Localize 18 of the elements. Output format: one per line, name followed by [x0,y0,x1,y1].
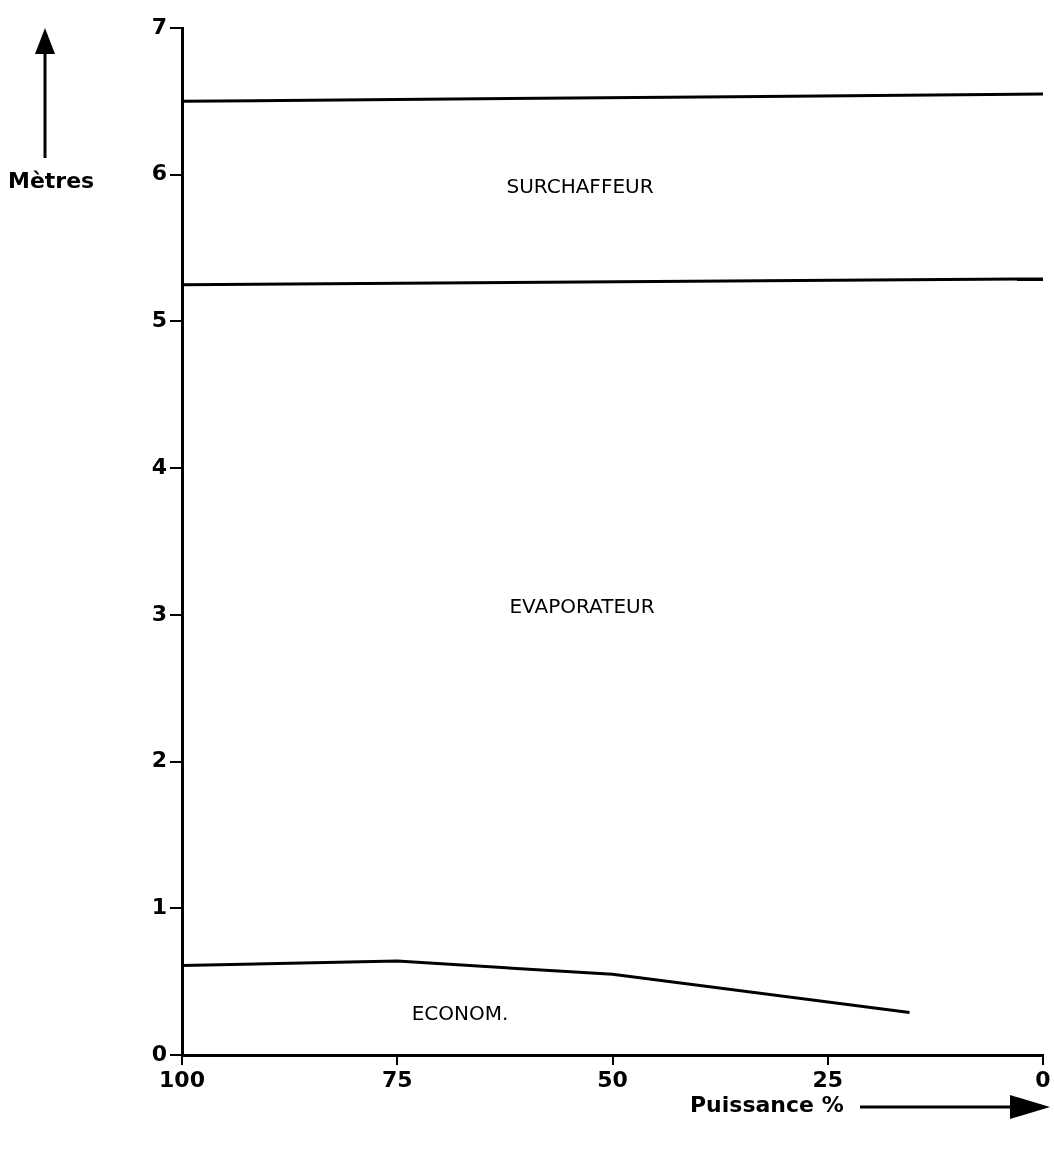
y-tick-label: 1 [151,894,167,919]
y-tick-label: 5 [151,307,167,333]
y-tick-label: 4 [151,453,167,479]
y-tick-label: 3 [151,600,167,626]
y-tick-label: 6 [151,160,167,186]
x-tick-label: 100 [159,1066,205,1092]
y-tick-label: 0 [151,1040,167,1066]
annotation: EVAPORATEUR [509,594,655,619]
x-tick-label: 25 [812,1066,844,1092]
annotation: SURCHAFFEUR [506,174,654,199]
annotation: ECONOM. [411,1001,509,1026]
x-tick-label: 0 [1035,1066,1051,1092]
y-axis-title: Mètres [8,168,95,193]
x-axis-title: Puissance % [690,1092,844,1117]
x-tick-label: 50 [597,1066,628,1092]
y-tick-label: 2 [151,747,167,773]
x-tick-label: 75 [381,1066,413,1092]
y-tick-label: 7 [151,13,167,39]
